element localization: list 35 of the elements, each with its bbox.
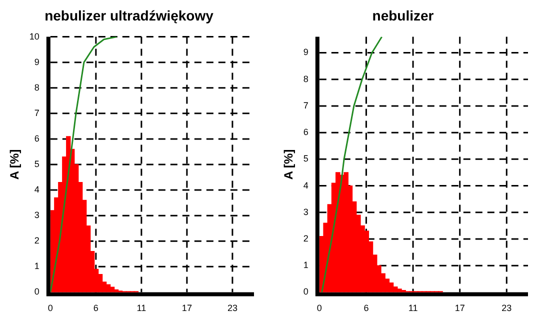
- y-axis-title: A [%]: [282, 149, 296, 180]
- y-tick-label: 6: [34, 133, 40, 144]
- y-tick-label: 2: [303, 233, 308, 244]
- y-tick-label: 4: [303, 180, 308, 190]
- x-tick-label: 11: [408, 303, 418, 314]
- y-tick-label: 2: [34, 236, 40, 246]
- y-axis-title: A [%]: [8, 149, 22, 180]
- y-tick-label: 3: [303, 206, 308, 217]
- x-tick-label: 11: [136, 303, 146, 314]
- y-tick-label: 4: [34, 184, 40, 195]
- chart-title: nebulizer ultradźwiękowy: [44, 7, 214, 24]
- y-tick-label: 9: [303, 47, 308, 58]
- chart-title: nebulizer: [372, 7, 434, 24]
- y-tick-label: 10: [29, 31, 40, 42]
- x-tick-label: 17: [182, 303, 192, 314]
- y-tick-label: 5: [303, 154, 308, 164]
- x-tick-label: 23: [227, 303, 238, 314]
- y-tick-label: 9: [34, 56, 40, 67]
- y-tick-label: 8: [34, 82, 40, 92]
- y-tick-label: 1: [303, 260, 308, 270]
- y-tick-label: 7: [303, 100, 308, 110]
- y-tick-label: 1: [34, 261, 40, 272]
- y-tick-label: 8: [303, 74, 308, 84]
- x-tick-label: 0: [48, 303, 53, 314]
- y-tick-label: 6: [303, 127, 308, 138]
- x-tick-label: 6: [364, 303, 369, 314]
- y-tick-label: 3: [34, 210, 40, 220]
- y-tick-label: 0: [34, 286, 40, 297]
- y-tick-label: 0: [303, 286, 308, 297]
- x-tick-label: 0: [316, 303, 322, 314]
- y-tick-label: 5: [34, 158, 40, 169]
- x-tick-label: 17: [454, 303, 465, 314]
- x-tick-label: 23: [502, 303, 512, 314]
- y-tick-label: 7: [34, 108, 40, 118]
- x-tick-label: 6: [93, 303, 98, 314]
